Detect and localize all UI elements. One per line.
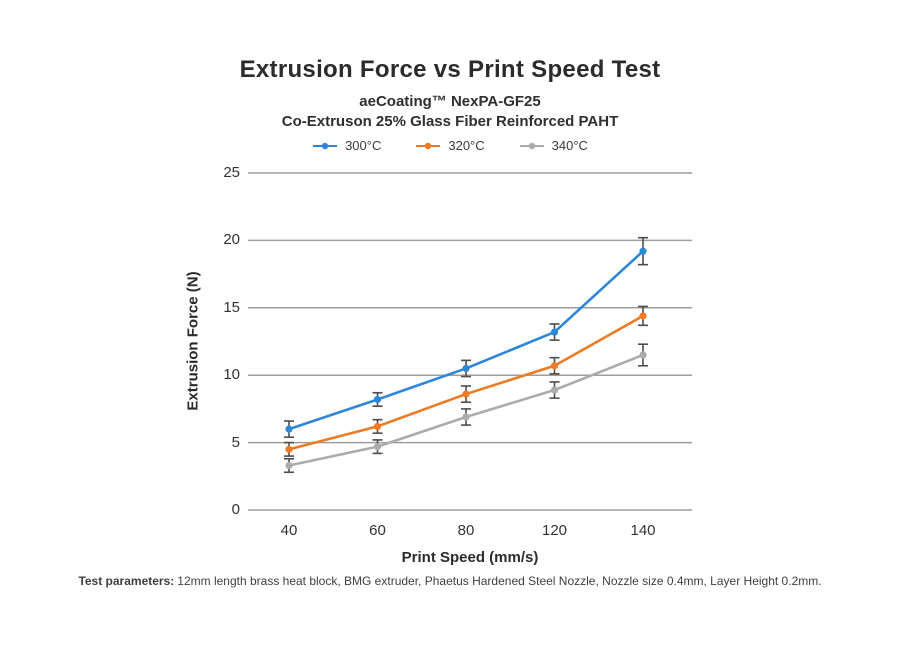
data-point-marker — [373, 395, 382, 404]
data-point-marker — [550, 386, 559, 394]
legend-label-300c: 300°C — [345, 138, 382, 153]
x-tick-label: 80 — [457, 522, 475, 539]
data-point-marker — [373, 422, 382, 431]
chart-title: Extrusion Force vs Print Speed Test — [239, 56, 661, 83]
data-point-marker — [462, 390, 470, 398]
data-point-marker — [285, 425, 293, 433]
data-point-marker — [373, 443, 382, 451]
chart-legend: 300°C 320°C 340°C — [0, 138, 900, 153]
x-tick-label: 40 — [280, 522, 298, 539]
y-tick-label: 0 — [231, 501, 240, 518]
data-point-marker — [462, 413, 470, 421]
y-axis-title: Extrusion Force (N) — [184, 271, 202, 411]
data-point-marker — [285, 445, 293, 453]
legend-label-320c: 320°C — [448, 138, 485, 153]
legend-item-300c: 300°C — [312, 138, 381, 153]
footer-note-text: 12mm length brass heat block, BMG extrud… — [177, 574, 822, 588]
legend-item-320c: 320°C — [415, 138, 485, 153]
y-tick-label: 10 — [223, 366, 240, 384]
data-point-marker — [639, 247, 647, 255]
chart-subtitle-product: aeCoating™ NexPA-GF25 — [359, 93, 541, 110]
y-tick-label: 15 — [223, 298, 240, 316]
y-tick-label: 20 — [223, 231, 240, 249]
series-line-320°C — [287, 314, 645, 451]
data-point-marker — [639, 312, 647, 320]
data-point-marker — [462, 364, 470, 373]
chart-subtitle-material: Co-Extruson 25% Glass Fiber Reinforced P… — [281, 113, 619, 130]
x-axis-title: Print Speed (mm/s) — [401, 549, 539, 566]
legend-line-dot-marker — [519, 142, 544, 149]
legend-item-340c: 340°C — [519, 138, 588, 153]
x-tick-label: 120 — [541, 522, 568, 539]
footer-note-label: Test parameters: — [78, 574, 175, 588]
y-tick-label: 25 — [223, 164, 240, 181]
footer-note: Test parameters: 12mm length brass heat b… — [0, 574, 900, 588]
y-tick-label: 5 — [231, 433, 240, 451]
x-tick-label: 60 — [369, 522, 386, 539]
data-point-marker — [550, 328, 559, 336]
data-point-marker — [639, 351, 647, 359]
legend-label-340c: 340°C — [551, 138, 588, 153]
data-point-marker — [550, 362, 559, 370]
data-point-marker — [285, 461, 293, 470]
legend-line-dot-marker — [313, 142, 338, 149]
x-tick-label: 140 — [630, 522, 656, 539]
legend-line-dot-marker — [416, 142, 441, 149]
